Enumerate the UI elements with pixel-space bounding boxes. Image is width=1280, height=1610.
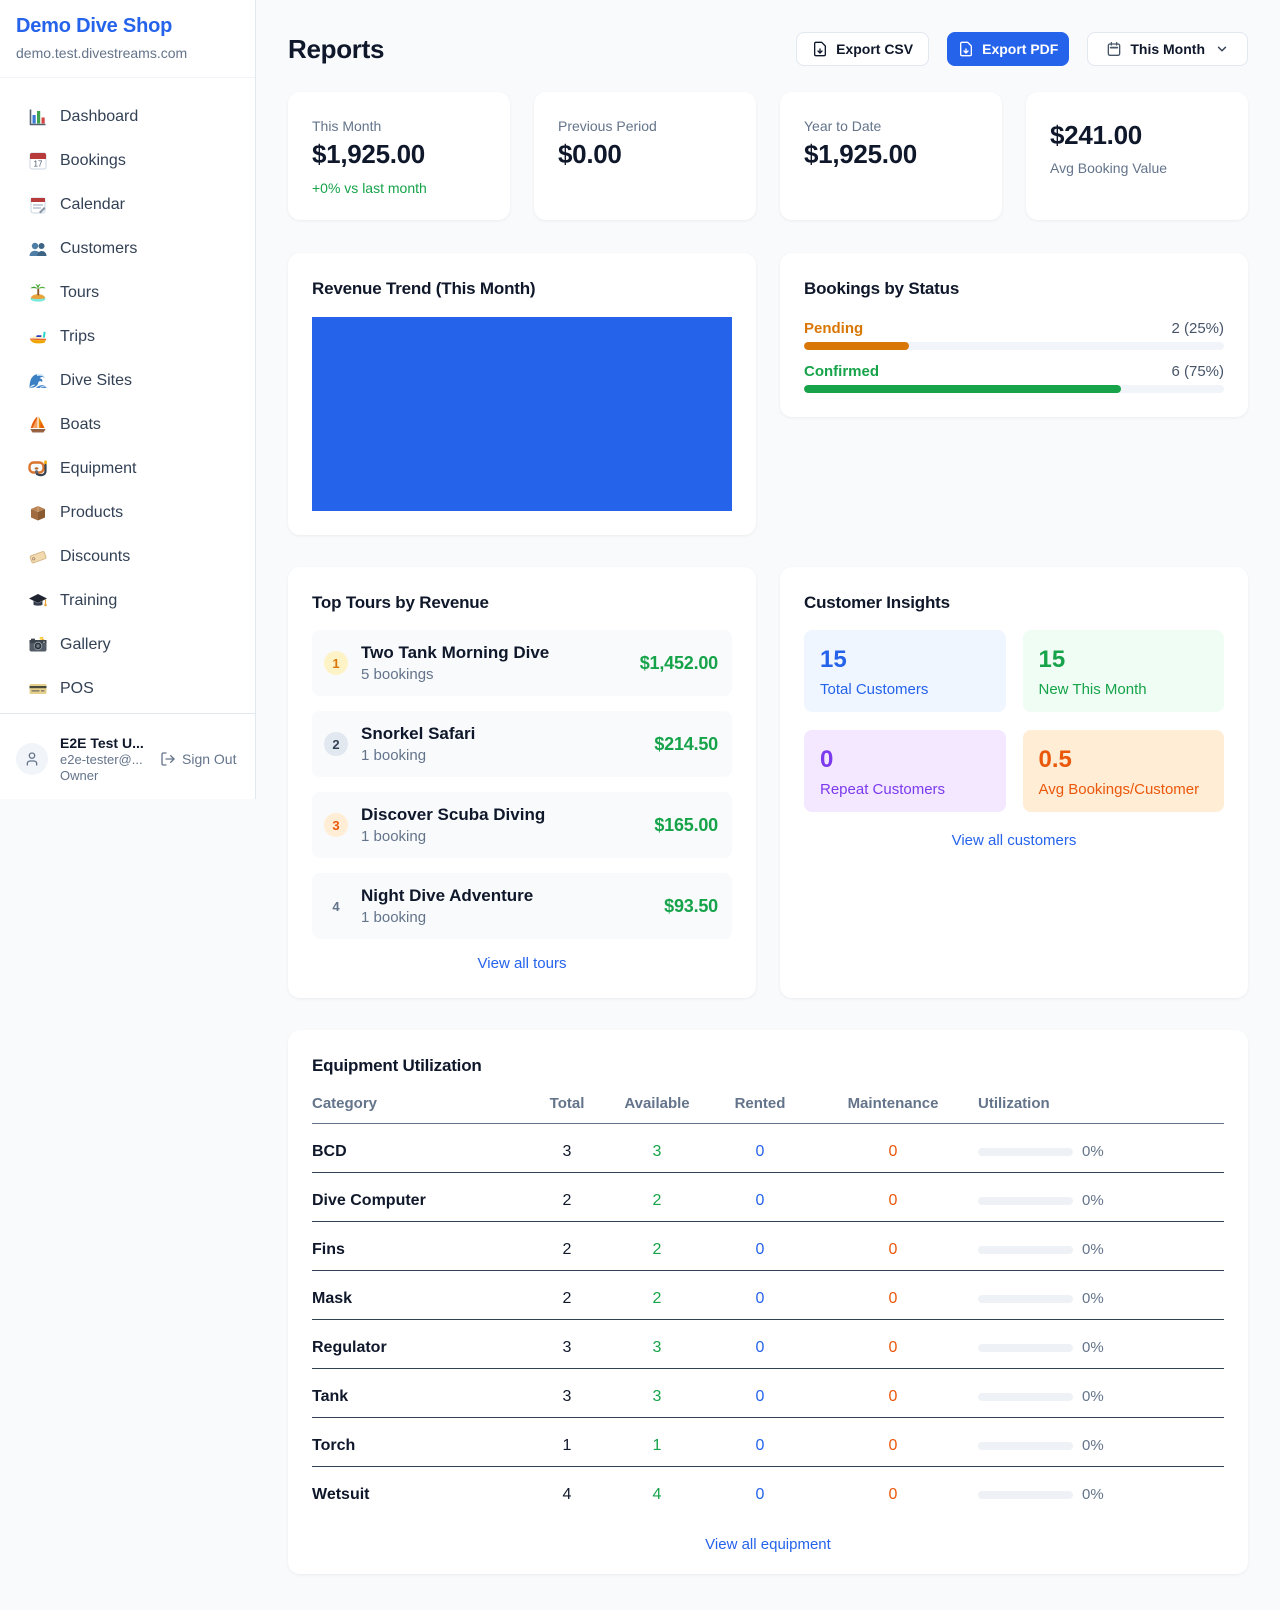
- svg-text:17: 17: [34, 160, 43, 169]
